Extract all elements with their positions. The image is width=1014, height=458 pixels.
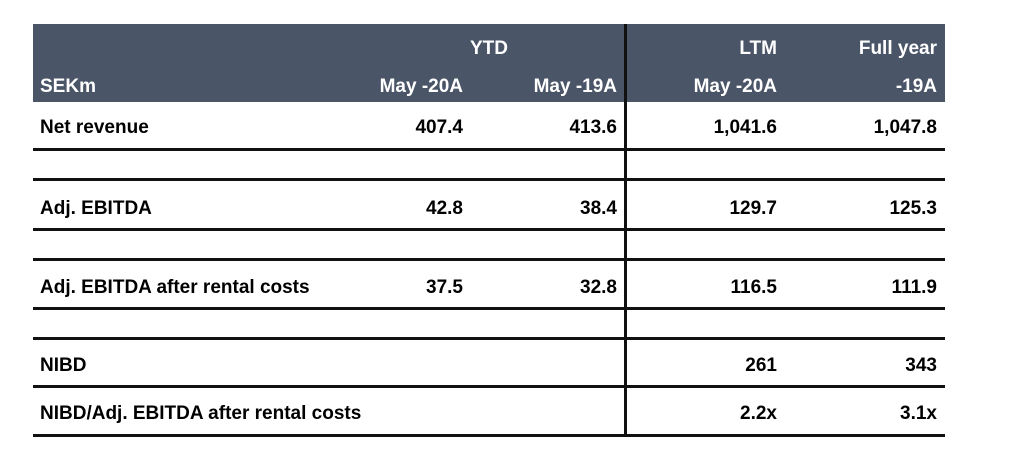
row-value-ytd-may-20a: 37.5 — [426, 277, 463, 298]
table-row-nibd: NIBD 261 343 — [33, 356, 945, 376]
column-separator-ltm — [624, 24, 627, 437]
table-row-adj-ebitda-after-rental-costs: Adj. EBITDA after rental costs 37.5 32.8… — [33, 278, 945, 298]
row-label: Adj. EBITDA after rental costs — [40, 277, 310, 298]
header-col-ytd-may-19a: May -19A — [533, 76, 617, 97]
row-label: NIBD — [40, 355, 87, 376]
row-label: Net revenue — [40, 117, 149, 138]
row-value-ltm-may-20a: 116.5 — [730, 277, 778, 298]
row-divider — [33, 385, 945, 388]
table-row-nibd-ratio: NIBD/Adj. EBITDA after rental costs 2.2x… — [33, 404, 945, 424]
row-value-ltm-may-20a: 2.2x — [740, 403, 777, 424]
row-value-ytd-may-20a: 42.8 — [426, 198, 463, 219]
header-group-ltm: LTM — [739, 38, 777, 59]
row-value-ltm-may-20a: 1,041.6 — [713, 117, 777, 138]
row-divider — [33, 258, 945, 261]
row-divider — [33, 148, 945, 151]
table-bottom-rule — [33, 434, 945, 437]
row-label: NIBD/Adj. EBITDA after rental costs — [40, 403, 362, 424]
row-divider — [33, 228, 945, 231]
header-col-full-year-19a: -19A — [895, 76, 937, 97]
table-header: YTD LTM Full year SEKm May -20A May -19A… — [33, 24, 945, 102]
row-value-full-year-19a: 3.1x — [900, 403, 937, 424]
table-row-adj-ebitda: Adj. EBITDA 42.8 38.4 129.7 125.3 — [33, 199, 945, 219]
row-value-full-year-19a: 343 — [905, 355, 937, 376]
row-value-full-year-19a: 111.9 — [891, 277, 937, 298]
row-value-ytd-may-19a: 38.4 — [580, 198, 617, 219]
row-divider — [33, 337, 945, 340]
header-col-ytd-may-20a: May -20A — [379, 76, 463, 97]
row-value-ltm-may-20a: 129.7 — [729, 198, 777, 219]
header-group-ytd: YTD — [470, 38, 508, 59]
row-value-ytd-may-19a: 413.6 — [569, 117, 617, 138]
row-value-full-year-19a: 1,047.8 — [873, 117, 937, 138]
row-label: Adj. EBITDA — [40, 198, 152, 219]
header-col-ltm-may-20a: May -20A — [693, 76, 777, 97]
table-row-net-revenue: Net revenue 407.4 413.6 1,041.6 1,047.8 — [33, 118, 945, 138]
header-unit-label: SEKm — [40, 76, 96, 97]
header-group-full-year: Full year — [858, 38, 937, 59]
row-value-ytd-may-20a: 407.4 — [415, 117, 463, 138]
row-divider — [33, 307, 945, 310]
row-value-full-year-19a: 125.3 — [889, 198, 937, 219]
row-divider — [33, 178, 945, 181]
row-value-ytd-may-19a: 32.8 — [580, 277, 617, 298]
row-value-ltm-may-20a: 261 — [745, 355, 777, 376]
